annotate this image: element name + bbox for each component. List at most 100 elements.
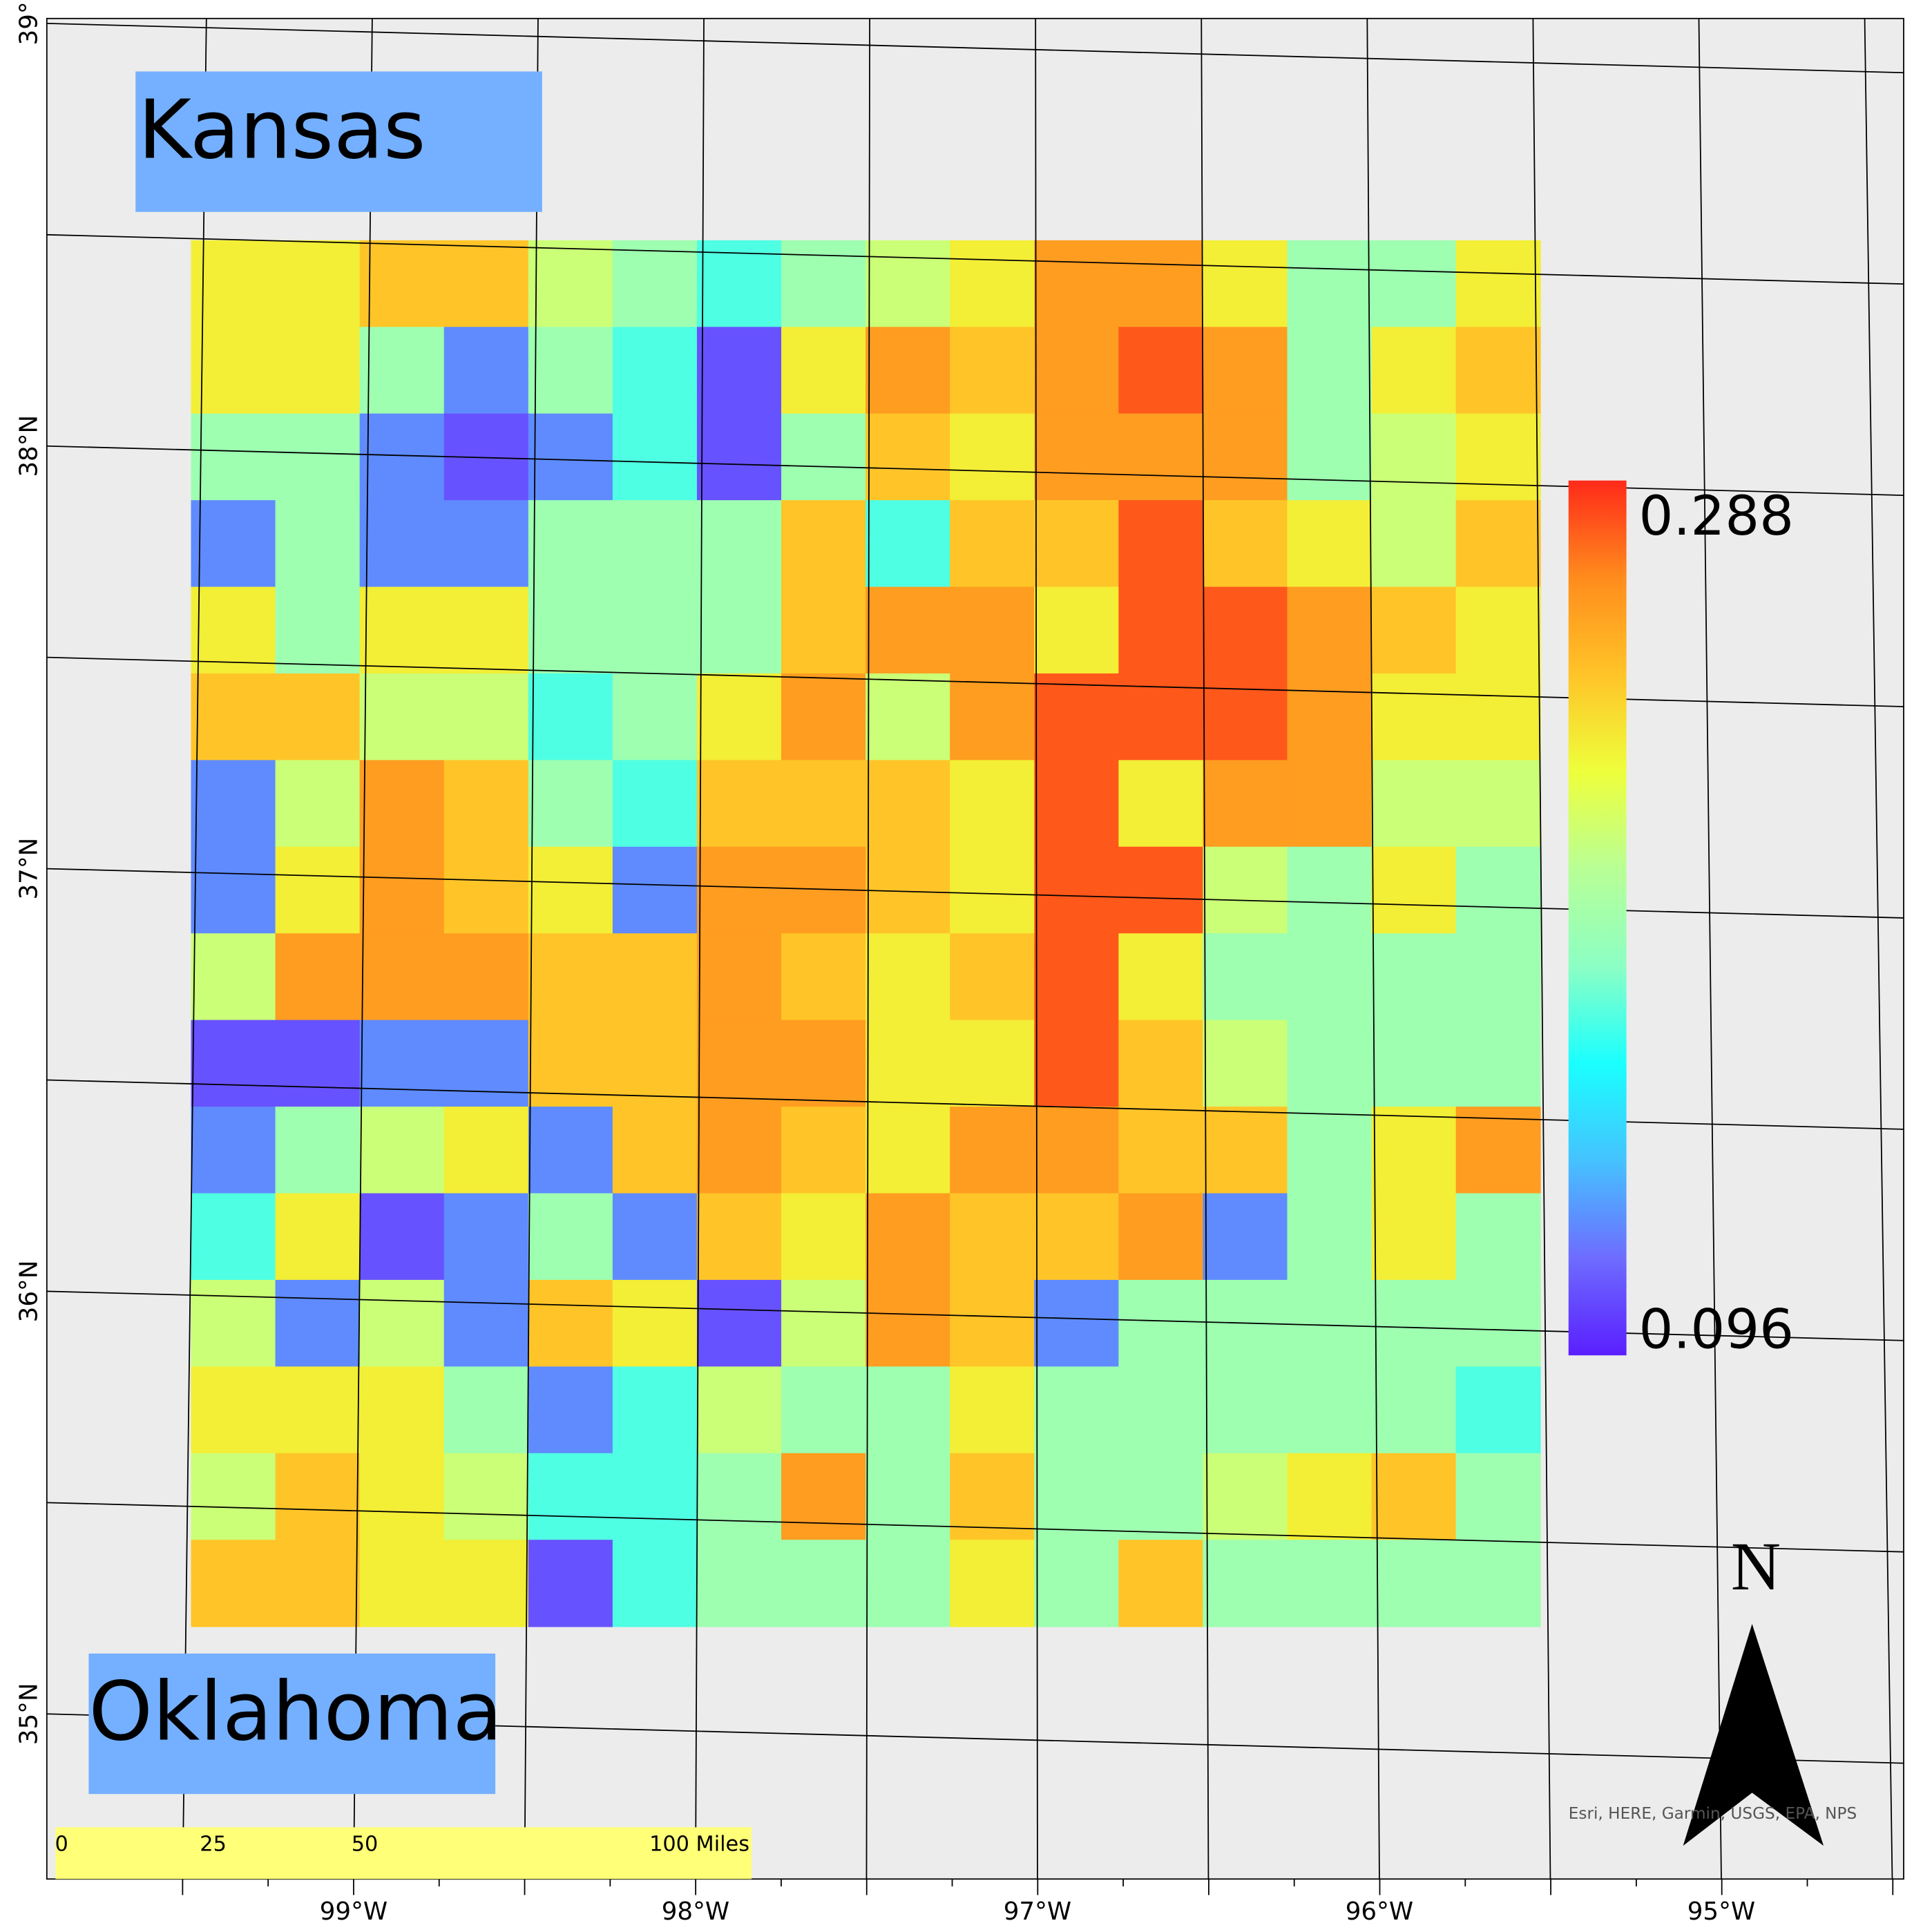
- raster-cell: [612, 1366, 698, 1454]
- raster-cell: [781, 1107, 867, 1194]
- raster-cell: [1371, 760, 1457, 848]
- raster-cell: [1118, 760, 1204, 848]
- raster-cell: [1455, 1279, 1541, 1368]
- raster-cell: [1455, 500, 1541, 588]
- raster-cell: [1203, 1020, 1288, 1107]
- raster-cell: [696, 1540, 782, 1627]
- raster-cell: [1203, 846, 1288, 935]
- raster-cell: [1455, 1193, 1541, 1281]
- lat-label: 37°N: [15, 838, 44, 900]
- raster-cell: [1203, 413, 1288, 501]
- raster-cell: [1371, 500, 1457, 588]
- raster-cell: [528, 1107, 613, 1194]
- raster-cell: [191, 413, 276, 501]
- raster-cell: [528, 933, 613, 1021]
- raster-cell: [528, 760, 613, 848]
- raster-cell: [275, 586, 361, 674]
- raster-cell: [1287, 327, 1373, 414]
- raster-cell: [696, 327, 782, 414]
- raster-cell: [1203, 760, 1288, 848]
- raster-cell: [1455, 673, 1541, 761]
- raster-cell: [1455, 586, 1541, 674]
- raster-cell: [612, 760, 698, 848]
- raster-cell: [443, 1279, 529, 1368]
- raster-cell: [191, 327, 276, 414]
- raster-cell: [1371, 933, 1457, 1021]
- north-label: N: [1731, 1528, 1781, 1605]
- raster-cell: [1455, 240, 1541, 328]
- raster-cell: [1455, 1540, 1541, 1627]
- raster-cell: [443, 760, 529, 848]
- raster-cell: [1203, 586, 1288, 674]
- raster-cell: [1371, 413, 1457, 501]
- raster-cell: [1371, 1453, 1457, 1541]
- raster-cell: [191, 1366, 276, 1454]
- raster-cell: [275, 1279, 361, 1368]
- raster-cell: [1118, 1279, 1204, 1368]
- raster-cell: [612, 413, 698, 501]
- raster-cell: [1371, 1020, 1457, 1107]
- raster-cell: [950, 413, 1035, 501]
- raster-cell: [359, 1107, 445, 1194]
- raster-cell: [359, 1366, 445, 1454]
- raster-cell: [1118, 1540, 1204, 1627]
- raster-cell: [781, 760, 867, 848]
- raster-cell: [275, 1453, 361, 1541]
- raster-cell: [275, 500, 361, 588]
- raster-cell: [612, 586, 698, 674]
- graticule-line: [695, 18, 705, 1880]
- raster-cell: [359, 586, 445, 674]
- raster-cell: [1034, 327, 1120, 414]
- raster-cell: [1371, 240, 1457, 328]
- raster-cell: [528, 846, 613, 935]
- graticule-line: [1201, 18, 1209, 1880]
- raster-cell: [275, 240, 361, 328]
- raster-cell: [528, 1366, 613, 1454]
- lon-label: 97°W: [1004, 1897, 1071, 1926]
- raster-cell: [443, 673, 529, 761]
- raster-cell: [443, 1107, 529, 1194]
- raster-cell: [1203, 1193, 1288, 1281]
- lat-label: 38°N: [15, 415, 44, 477]
- raster-cell: [1203, 673, 1288, 761]
- raster-cell: [1371, 1540, 1457, 1627]
- raster-cell: [612, 1107, 698, 1194]
- graticule-line: [1366, 18, 1380, 1880]
- graticule-line: [182, 18, 207, 1880]
- raster-cell: [950, 846, 1035, 935]
- lat-label: 36°N: [15, 1260, 44, 1322]
- raster-cell: [359, 413, 445, 501]
- scale-label: 0: [55, 1832, 68, 1856]
- raster-cell: [1034, 586, 1120, 674]
- raster-cell: [1455, 1453, 1541, 1541]
- raster-cell: [1034, 760, 1120, 848]
- raster-cell: [781, 1279, 867, 1368]
- raster-cell: [1371, 846, 1457, 935]
- raster-cell: [1118, 586, 1204, 674]
- raster-cell: [781, 1193, 867, 1281]
- raster-cell: [443, 1540, 529, 1627]
- raster-cell: [275, 933, 361, 1021]
- raster-cell: [865, 1279, 951, 1368]
- raster-cell: [1203, 1453, 1288, 1541]
- raster-cell: [865, 1366, 951, 1454]
- lon-label: 95°W: [1687, 1897, 1755, 1926]
- raster-cell: [950, 1366, 1035, 1454]
- raster-cell: [1118, 933, 1204, 1021]
- raster-cell: [1118, 1193, 1204, 1281]
- raster-cell: [443, 586, 529, 674]
- raster-cell: [1034, 1107, 1120, 1194]
- graticule-line: [1864, 18, 1893, 1880]
- raster-cell: [191, 1107, 276, 1194]
- legend-bar: [1568, 480, 1627, 1356]
- raster-cell: [1455, 1020, 1541, 1107]
- raster-cell: [191, 1193, 276, 1281]
- raster-cell: [1287, 846, 1373, 935]
- raster-cell: [1287, 1107, 1373, 1194]
- raster-cell: [359, 760, 445, 848]
- raster-cell: [950, 240, 1035, 328]
- label-box: [88, 1653, 496, 1795]
- raster-cell: [865, 1020, 951, 1107]
- raster-cell: [1455, 413, 1541, 501]
